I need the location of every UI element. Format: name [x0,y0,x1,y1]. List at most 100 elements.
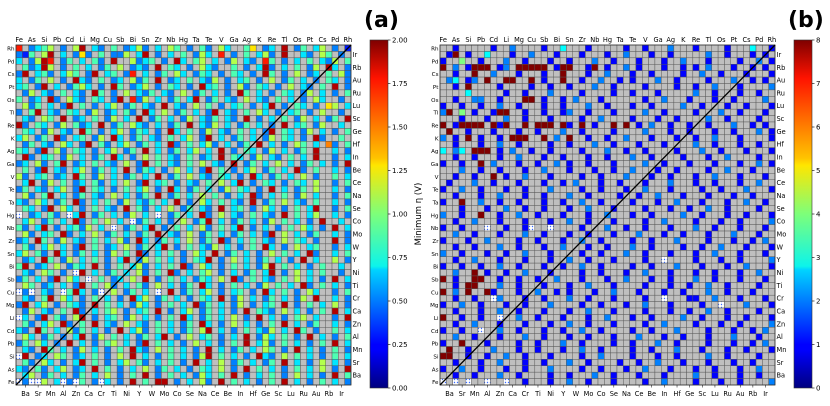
heatmap-cell [762,257,768,263]
bottom-tick-label: Au [312,390,321,398]
heatmap-cell [155,167,161,173]
heatmap-cell [472,237,478,243]
heatmap-cell [130,212,136,218]
heatmap-cell [472,77,478,83]
heatmap-cell [491,244,497,250]
heatmap-cell [326,237,332,243]
heatmap-cell [579,186,585,192]
heatmap-cell [22,109,28,115]
heatmap-cell [661,212,667,218]
heatmap-cell [636,270,642,276]
heatmap-cell [472,193,478,199]
heatmap-cell [168,289,174,295]
heatmap-cell [60,327,66,333]
heatmap-cell [155,154,161,160]
heatmap-cell [60,160,66,166]
heatmap-cell [649,83,655,89]
heatmap-cell [300,71,306,77]
heatmap-cell [41,263,47,269]
heatmap-cell [244,321,250,327]
heatmap-cell [712,148,718,154]
heatmap-cell [585,237,591,243]
heatmap-cell [29,154,35,160]
heatmap-cell [73,199,79,205]
heatmap-cell [123,366,129,372]
heatmap-cell [560,173,566,179]
heatmap-cell [724,83,730,89]
top-tick-label: Pd [331,36,339,44]
top-tick-label: Cu [103,36,112,44]
heatmap-cell [585,212,591,218]
heatmap-cell [491,103,497,109]
heatmap-cell [275,103,281,109]
heatmap-cell [642,122,648,128]
heatmap-cell [79,359,85,365]
heatmap-cell [750,96,756,102]
heatmap-cell [731,77,737,83]
heatmap-cell [649,64,655,70]
heatmap-cell [547,154,553,160]
heatmap-cell [453,45,459,51]
heatmap-cell [535,58,541,64]
heatmap-cell [724,263,730,269]
heatmap-cell [579,103,585,109]
heatmap-cell [326,193,332,199]
heatmap-cell [269,193,275,199]
heatmap-cell [313,250,319,256]
heatmap-cell [497,45,503,51]
heatmap-cell [48,295,54,301]
heatmap-cell [326,205,332,211]
heatmap-cell [491,128,497,134]
heatmap-cell [199,308,205,314]
heatmap-cell [92,212,98,218]
heatmap-cell [263,308,269,314]
heatmap-cell [731,135,737,141]
heatmap-cell [136,244,142,250]
heatmap-cell [535,51,541,57]
heatmap-cell [117,327,123,333]
heatmap-cell [193,160,199,166]
heatmap-cell [263,193,269,199]
heatmap-cell [345,199,351,205]
heatmap-cell [130,379,136,385]
heatmap-cell [503,128,509,134]
heatmap-cell [244,173,250,179]
heatmap-cell [136,199,142,205]
heatmap-cell [573,83,579,89]
heatmap-cell [142,372,148,378]
heatmap-cell [250,64,256,70]
heatmap-cell [478,205,484,211]
heatmap-cell [313,263,319,269]
heatmap-cell [142,186,148,192]
heatmap-cell [604,270,610,276]
heatmap-cell [440,276,446,282]
heatmap-cell [123,218,129,224]
heatmap-cell [275,250,281,256]
heatmap-cell [73,263,79,269]
heatmap-cell [300,231,306,237]
heatmap-cell [459,90,465,96]
heatmap-cell [79,199,85,205]
heatmap-cell [332,109,338,115]
heatmap-cell [585,173,591,179]
heatmap-cell [73,353,79,359]
heatmap-cell [668,141,674,147]
heatmap-cell [168,128,174,134]
heatmap-cell [117,263,123,269]
heatmap-cell [212,270,218,276]
heatmap-cell [41,250,47,256]
heatmap-cell [294,199,300,205]
heatmap-cell [592,237,598,243]
heatmap-cell [630,173,636,179]
heatmap-cell [48,77,54,83]
heatmap-cell [338,148,344,154]
heatmap-cell [630,212,636,218]
heatmap-cell [307,231,313,237]
heatmap-cell [313,71,319,77]
top-tick-label: Cs [319,36,328,44]
heatmap-cell [446,276,452,282]
heatmap-cell [275,205,281,211]
heatmap-cell [244,160,250,166]
heatmap-cell [256,295,262,301]
heatmap-cell [598,77,604,83]
